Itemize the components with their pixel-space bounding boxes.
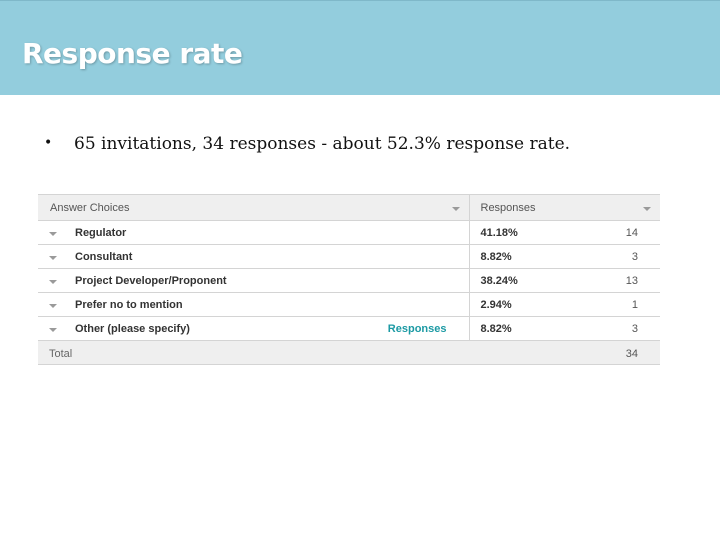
page-title: Response rate — [22, 37, 243, 70]
answer-choice-cell: Other (please specify) Responses — [38, 316, 469, 341]
response-percent: 8.82% — [480, 323, 512, 335]
chevron-down-icon[interactable] — [49, 280, 57, 284]
bullet-text: 65 invitations, 34 responses - about 52.… — [74, 134, 571, 154]
title-bar: Response rate — [0, 0, 720, 95]
table-row: Regulator 41.18% 14 — [38, 220, 660, 245]
answer-choice-label: Other (please specify) — [75, 323, 190, 335]
response-percent: 38.24% — [480, 275, 518, 287]
chevron-down-icon[interactable] — [49, 304, 57, 308]
chevron-down-icon[interactable] — [49, 256, 57, 260]
header-responses-label: Responses — [480, 201, 536, 214]
response-cell: 2.94% 1 — [468, 292, 660, 317]
answer-choice-cell: Consultant — [38, 244, 469, 269]
table-header-row: Answer Choices Responses — [38, 194, 660, 221]
response-count: 14 — [625, 227, 638, 239]
answer-choice-cell: Regulator — [38, 220, 469, 245]
response-count: 3 — [631, 323, 638, 335]
answer-choice-label: Project Developer/Proponent — [75, 275, 227, 287]
answer-choice-label: Regulator — [75, 227, 127, 239]
header-answer-choices[interactable]: Answer Choices — [38, 194, 469, 221]
total-count: 34 — [625, 348, 638, 360]
response-cell: 8.82% 3 — [468, 316, 660, 341]
response-percent: 8.82% — [480, 251, 512, 263]
response-count: 13 — [625, 275, 638, 287]
table-row: Project Developer/Proponent 38.24% 13 — [38, 268, 660, 293]
bullet-icon: • — [44, 135, 53, 151]
answer-choice-cell: Project Developer/Proponent — [38, 268, 469, 293]
table-row: Other (please specify) Responses 8.82% 3 — [38, 316, 660, 341]
chevron-down-icon[interactable] — [451, 207, 460, 211]
total-count-cell: 34 — [469, 340, 660, 365]
chevron-down-icon[interactable] — [49, 232, 57, 236]
answer-choice-cell: Prefer no to mention — [38, 292, 469, 317]
response-percent: 41.18% — [480, 227, 518, 239]
response-cell: 38.24% 13 — [468, 268, 660, 293]
chevron-down-icon[interactable] — [49, 328, 57, 332]
response-count: 3 — [631, 251, 638, 263]
response-count: 1 — [631, 299, 638, 311]
total-row: Total 34 — [38, 340, 660, 365]
response-cell: 8.82% 3 — [468, 244, 660, 269]
response-cell: 41.18% 14 — [468, 220, 660, 245]
answer-choice-label: Consultant — [75, 251, 133, 263]
header-responses[interactable]: Responses — [468, 194, 660, 221]
total-label-cell: Total — [38, 340, 469, 365]
bullet-point: • 65 invitations, 34 responses - about 52… — [44, 134, 570, 154]
answer-choice-label: Prefer no to mention — [75, 299, 183, 311]
header-answer-choices-label: Answer Choices — [50, 201, 130, 214]
survey-results-table: Answer Choices Responses Regulator 41.18… — [38, 194, 660, 365]
total-label: Total — [49, 348, 73, 360]
chevron-down-icon[interactable] — [643, 207, 651, 211]
table-row: Consultant 8.82% 3 — [38, 244, 660, 269]
table-row: Prefer no to mention 2.94% 1 — [38, 292, 660, 317]
response-percent: 2.94% — [480, 299, 512, 311]
responses-link[interactable]: Responses — [387, 323, 447, 335]
